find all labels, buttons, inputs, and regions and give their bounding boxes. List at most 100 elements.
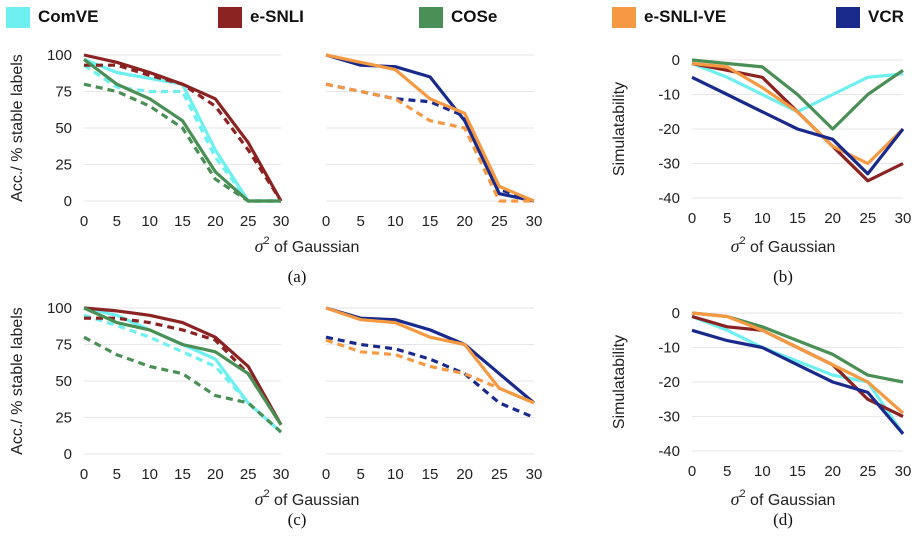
x-tick-label: 20: [456, 466, 473, 483]
series-line-cose-solid: [83, 306, 283, 426]
y-tick-label: 75: [55, 337, 72, 354]
x-tick-label: 30: [895, 463, 912, 480]
series-line-e-snli-ve-dashed: [325, 82, 534, 203]
caption-a: (a): [288, 267, 307, 286]
chart--d-: -40 -30 -20 -10 0 0 5 10 15 20 25 30 Simulatability: [611, 305, 911, 480]
legend-swatch: [218, 6, 242, 28]
chart--c-left: 0 25 50 75 100 0 5 10 15 20 25 30 Acc./ % stable lab…: [9, 300, 289, 483]
x-tick-label: 25: [240, 213, 257, 230]
y-tick-label: -30: [658, 409, 680, 426]
x-tick-label: 15: [174, 213, 191, 230]
x-tick-label: 20: [456, 213, 473, 230]
y-axis-title: Simulatability: [611, 82, 628, 176]
x-tick-label: 30: [273, 466, 290, 483]
legend-item-cose: COSe: [419, 6, 497, 28]
caption-b: (b): [773, 267, 793, 286]
x-tick-label: 15: [789, 210, 806, 227]
legend-label: COSe: [451, 7, 498, 26]
x-tick-label: 5: [723, 210, 731, 227]
x-tick-label: 25: [859, 210, 876, 227]
x-tick-label: 30: [895, 210, 912, 227]
x-tick-label: 30: [526, 213, 543, 230]
series-line-vcr-solid: [325, 53, 535, 203]
caption-c: (c): [288, 510, 307, 529]
x-tick-label: 0: [80, 213, 88, 230]
x-tick-label: 10: [754, 210, 771, 227]
y-tick-label: -20: [658, 121, 680, 138]
legend-swatch: [836, 6, 860, 28]
chart--c-right: 0 5 10 15 20 25 30: [322, 306, 543, 483]
x-axis-title-row1-right: σ2 of Gaussian: [731, 235, 836, 256]
x-tick-label: 25: [859, 463, 876, 480]
x-tick-label: 10: [141, 213, 158, 230]
x-axis-title-row2-right: σ2 of Gaussian: [731, 488, 836, 509]
x-tick-label: 25: [491, 466, 508, 483]
x-tick-label: 0: [688, 210, 696, 227]
y-tick-label: 50: [55, 373, 72, 390]
x-axis-title-row1-left: σ2 of Gaussian: [255, 235, 360, 256]
chart--a-right: 0 5 10 15 20 25 30: [322, 53, 543, 230]
x-tick-label: 5: [113, 466, 121, 483]
legend-label: e-SNLI-VE: [644, 7, 727, 26]
x-tick-label: 15: [789, 463, 806, 480]
y-tick-label: -10: [658, 340, 680, 357]
x-tick-label: 10: [387, 213, 404, 230]
series-line-cose-solid: [691, 58, 904, 131]
x-tick-label: 0: [80, 466, 88, 483]
legend-swatch: [6, 6, 30, 28]
x-tick-label: 10: [141, 466, 158, 483]
legend-item-comve: ComVE: [6, 6, 98, 28]
y-tick-label: -40: [658, 443, 680, 460]
y-tick-label: 100: [47, 300, 72, 317]
series-line-vcr-solid: [691, 328, 905, 435]
caption-d: (d): [773, 510, 793, 529]
x-tick-label: 20: [207, 213, 224, 230]
x-tick-label: 20: [824, 210, 841, 227]
chart-legend: ComVE e-SNLI COSe e-SNLI-VE VCR: [0, 0, 916, 34]
y-tick-label: 75: [55, 84, 72, 101]
chart--b-: -40 -30 -20 -10 0 0 5 10 15 20 25 30 Simulatability: [611, 52, 911, 227]
x-tick-label: 30: [526, 466, 543, 483]
x-tick-label: 20: [824, 463, 841, 480]
y-tick-label: 0: [64, 446, 72, 463]
x-tick-label: 5: [356, 466, 364, 483]
chart--a-left: 0 25 50 75 100 0 5 10 15 20 25 30 Acc./ % stable lab…: [9, 47, 289, 230]
series-line-e-snli-ve-solid: [325, 53, 535, 203]
x-tick-label: 0: [322, 466, 330, 483]
x-tick-label: 5: [356, 213, 364, 230]
legend-label: e-SNLI: [250, 7, 304, 26]
y-axis-title: Simulatability: [611, 335, 628, 429]
x-tick-label: 0: [322, 213, 330, 230]
y-tick-label: -20: [658, 374, 680, 391]
y-tick-label: 0: [672, 305, 680, 322]
y-tick-label: 0: [672, 52, 680, 69]
x-tick-label: 20: [207, 466, 224, 483]
y-tick-label: -40: [658, 190, 680, 207]
y-tick-label: 50: [55, 120, 72, 137]
series-line-e-snli-dashed: [84, 63, 283, 202]
x-tick-label: 15: [422, 213, 439, 230]
series-line-e-snli-ve-solid: [691, 311, 905, 415]
legend-item-vcr: VCR: [836, 6, 904, 28]
series-line-e-snli-ve-solid: [691, 61, 905, 166]
legend-swatch: [419, 6, 443, 28]
x-tick-label: 10: [754, 463, 771, 480]
series-line-cose-dashed: [83, 335, 283, 434]
y-tick-label: -10: [658, 87, 680, 104]
y-tick-label: 0: [64, 193, 72, 210]
y-axis-title: Acc./ % stable labels: [9, 54, 26, 202]
legend-item-esnli: e-SNLI: [218, 6, 304, 28]
y-tick-label: -30: [658, 156, 680, 173]
y-axis-title: Acc./ % stable labels: [9, 307, 26, 455]
y-tick-label: 100: [47, 47, 72, 64]
series-line-e-snli-solid: [83, 306, 283, 426]
x-tick-label: 5: [113, 213, 121, 230]
x-tick-label: 0: [688, 463, 696, 480]
x-tick-label: 15: [174, 466, 191, 483]
x-tick-label: 5: [723, 463, 731, 480]
legend-swatch: [612, 6, 636, 28]
series-line-vcr-solid: [691, 75, 905, 176]
x-tick-label: 25: [240, 466, 257, 483]
legend-label: VCR: [868, 7, 904, 26]
series-line-cose-dashed: [83, 82, 281, 203]
